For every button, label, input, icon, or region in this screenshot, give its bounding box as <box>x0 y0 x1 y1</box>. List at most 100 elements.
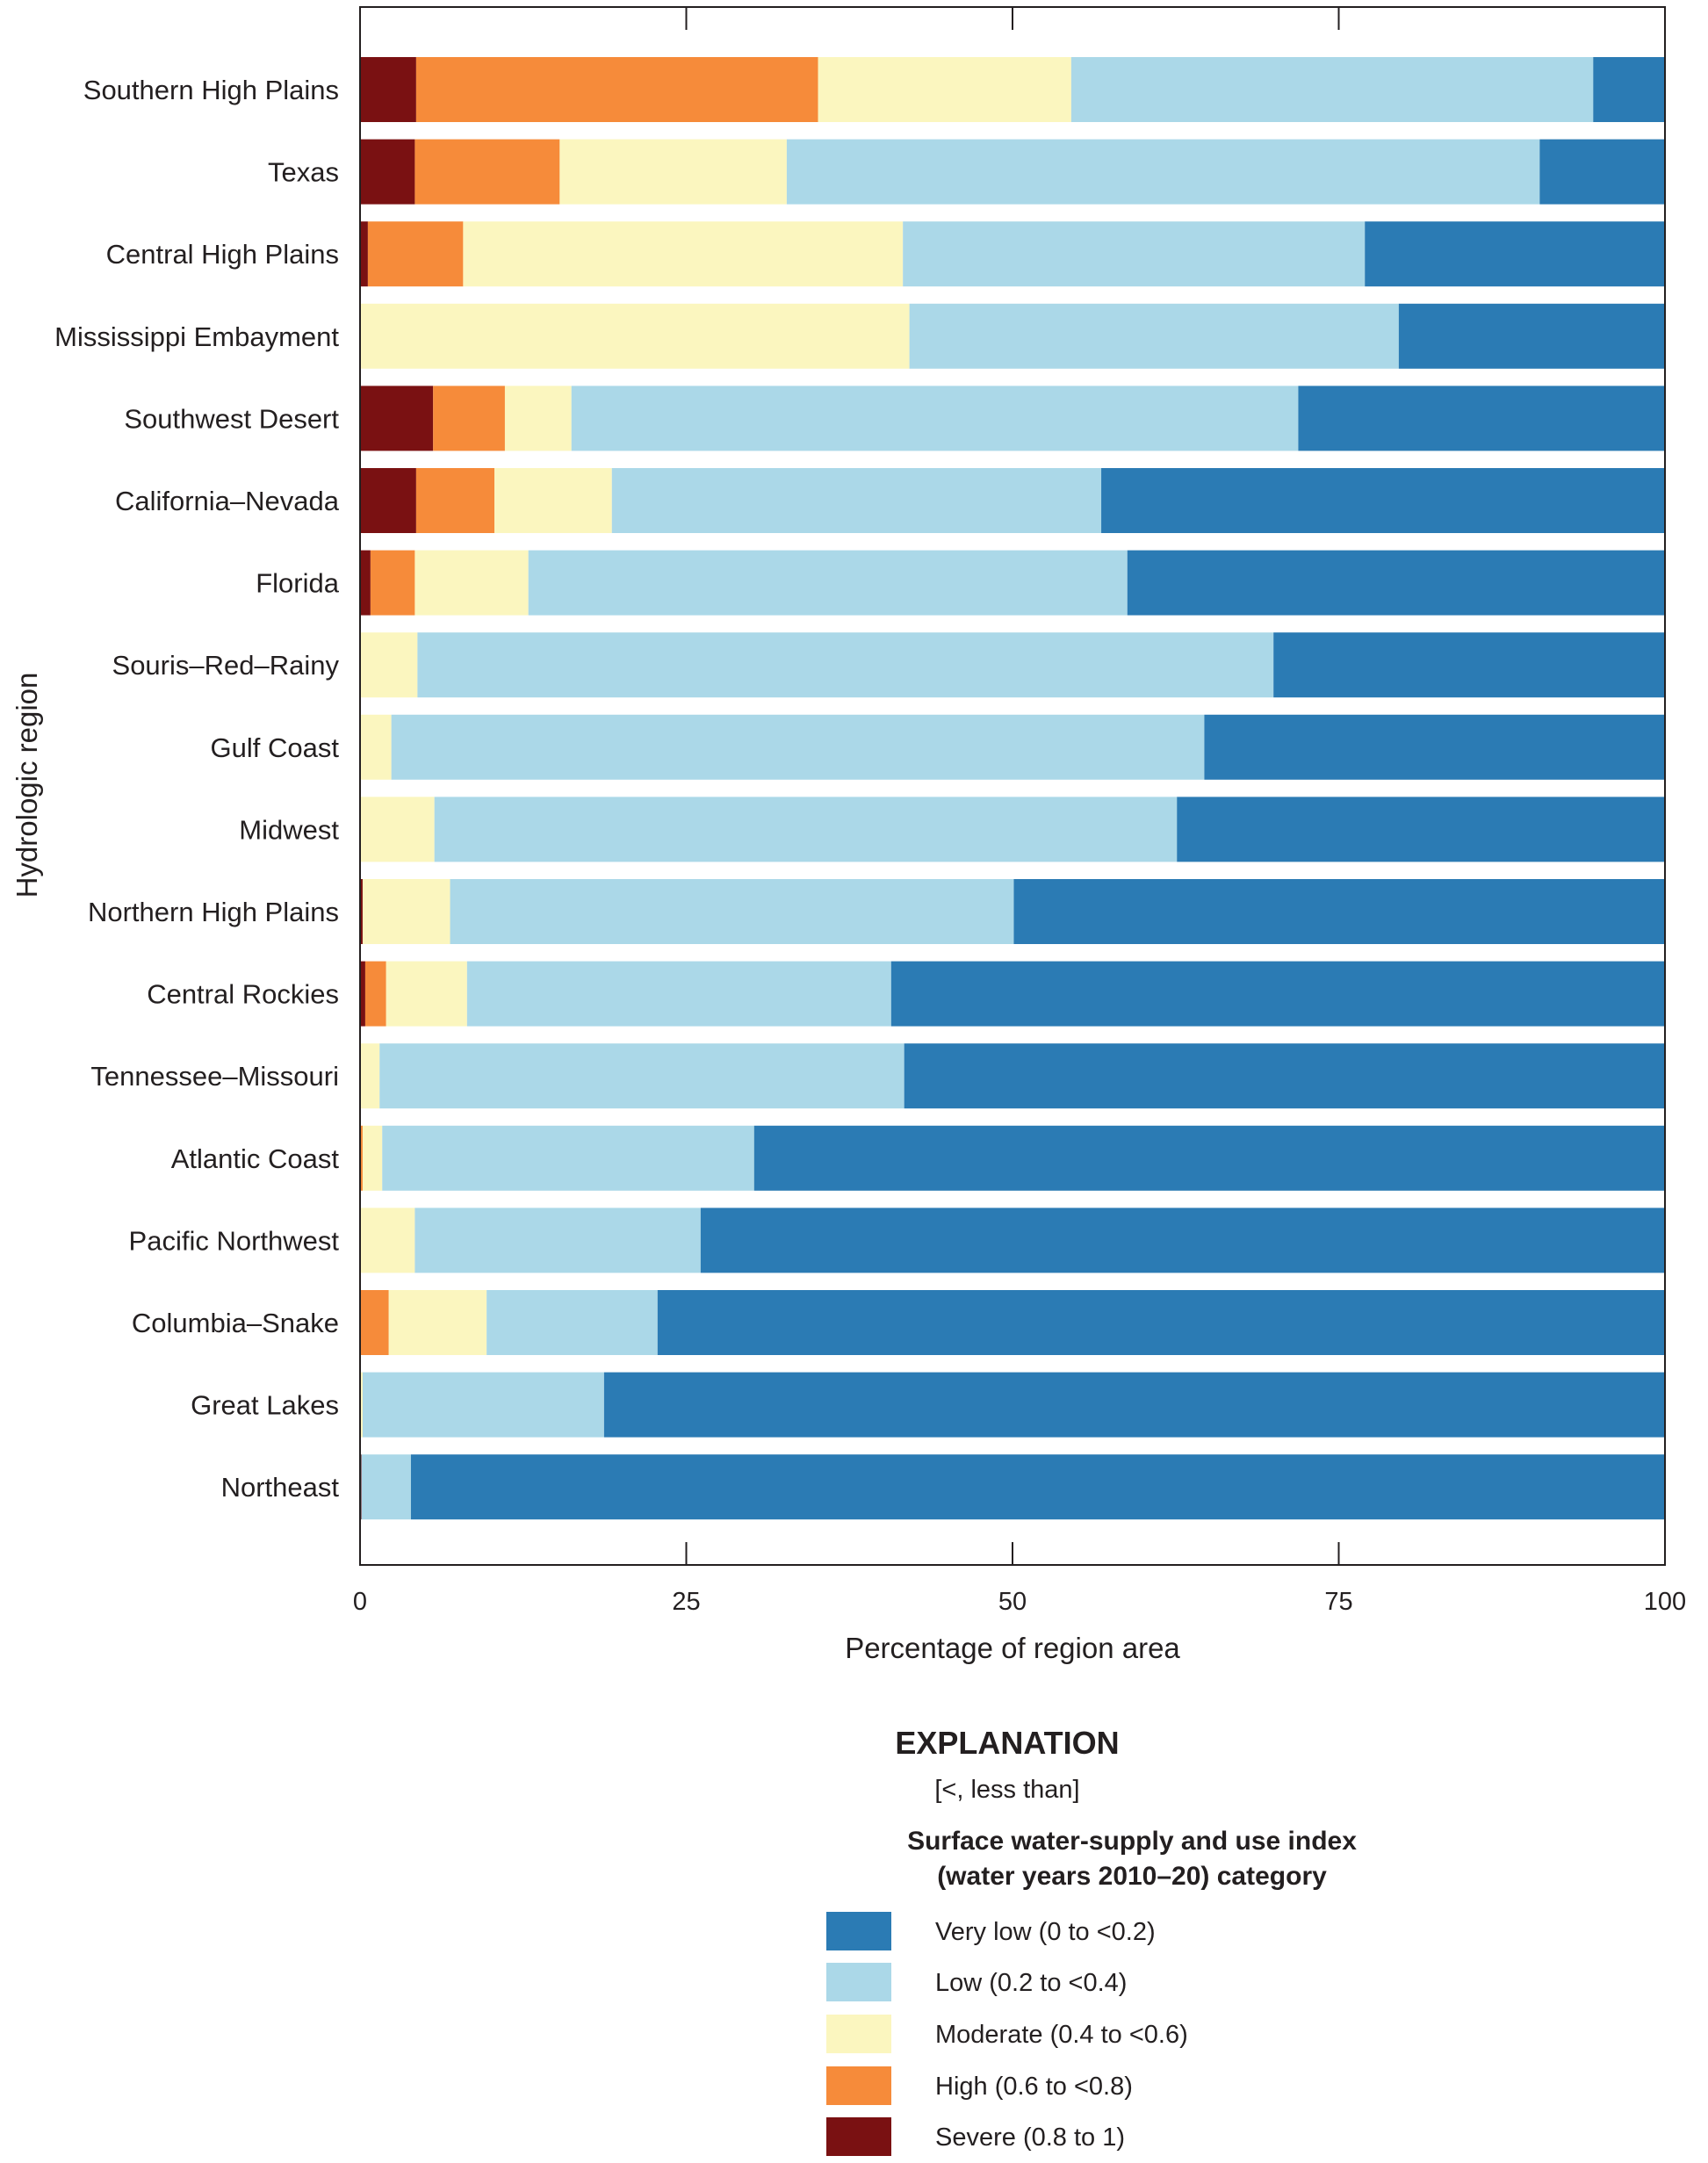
bar-segment-moderate <box>360 797 435 862</box>
y-tick-label: Mississippi Embayment <box>54 321 339 352</box>
bar-segment-moderate <box>360 1208 415 1273</box>
bar-segment-low <box>486 1290 658 1355</box>
bar-segment-moderate <box>360 632 418 698</box>
bar-segment-very <box>1101 468 1665 533</box>
bar-segment-severe <box>360 221 368 287</box>
y-tick-label: Great Lakes <box>191 1390 339 1421</box>
x-tick-label: 25 <box>672 1588 700 1616</box>
legend-swatch <box>826 1912 891 1950</box>
legend-swatch <box>826 2066 891 2105</box>
bar-segment-high <box>367 221 464 287</box>
bar-segment-moderate <box>360 1372 363 1438</box>
bar-segment-very <box>1177 797 1665 862</box>
bar-segment-low <box>571 386 1299 451</box>
bar-segment-high <box>370 550 415 616</box>
legend-label: Very low (0 to <0.2) <box>935 1918 1156 1946</box>
y-tick-label: Souris–Red–Rainy <box>112 650 340 681</box>
x-ticks: 0 25 50 75 100 <box>353 7 1686 1616</box>
bar-segment-severe <box>360 550 371 616</box>
bar-segment-low <box>903 221 1366 287</box>
y-tick-labels: Southern High Plains Texas Central High Pl… <box>54 75 340 1503</box>
bar-segment-moderate <box>559 139 787 205</box>
y-tick-label: Gulf Coast <box>211 732 340 763</box>
bar-segment-very <box>657 1290 1665 1355</box>
bar-segment-very <box>1593 57 1665 122</box>
bar-segment-high <box>364 961 386 1027</box>
bar-segment-low <box>434 797 1178 862</box>
y-tick-label: Midwest <box>239 814 339 845</box>
bar-segment-severe <box>360 139 415 205</box>
y-tick-label: Columbia–Snake <box>132 1308 339 1338</box>
bar-segment-moderate <box>362 1125 383 1191</box>
bar-segment-moderate <box>818 57 1071 122</box>
bar-segment-moderate <box>386 961 467 1027</box>
legend-label: Low (0.2 to <0.4) <box>935 1969 1127 1997</box>
y-tick-label: Central High Plains <box>106 239 339 270</box>
bar-segment-low <box>379 1043 904 1109</box>
bar-segment-high <box>360 1290 389 1355</box>
bar-segment-low <box>909 303 1399 369</box>
bar-segment-very <box>1204 714 1665 780</box>
y-tick-label: Northeast <box>221 1472 340 1503</box>
bar-segment-moderate <box>360 1043 380 1109</box>
bar-segment-severe <box>360 468 416 533</box>
legend-swatch <box>826 2117 891 2156</box>
y-tick-label: Pacific Northwest <box>129 1225 340 1256</box>
bar-segment-low <box>528 550 1128 616</box>
bar-segment-very <box>904 1043 1665 1109</box>
bar-segment-very <box>603 1372 1665 1438</box>
bar-segment-very <box>1298 386 1665 451</box>
bar-segment-low <box>362 1372 604 1438</box>
bar-segment-very <box>1539 139 1665 205</box>
legend-label: High (0.6 to <0.8) <box>935 2073 1133 2101</box>
bar-segment-moderate <box>414 550 529 616</box>
bar-segment-low <box>786 139 1540 205</box>
y-tick-label: Northern High Plains <box>88 897 339 927</box>
bar-segment-very <box>1398 303 1665 369</box>
bar-segment-moderate <box>360 303 910 369</box>
bar-segment-very <box>1013 879 1665 944</box>
x-tick-label: 0 <box>353 1588 367 1616</box>
bar-segment-very <box>753 1125 1665 1191</box>
bar-segment-low <box>1070 57 1594 122</box>
x-tick-label: 75 <box>1324 1588 1352 1616</box>
bar-segment-low <box>466 961 891 1027</box>
y-tick-label: Southern High Plains <box>83 75 339 105</box>
bar-segment-severe <box>360 879 363 944</box>
bar-segment-moderate <box>463 221 904 287</box>
bar-segment-low <box>391 714 1205 780</box>
bar-segment-low <box>611 468 1102 533</box>
bar-segment-moderate <box>388 1290 487 1355</box>
bar-segment-high <box>415 468 495 533</box>
y-tick-label: California–Nevada <box>115 486 340 516</box>
legend-label: Moderate (0.4 to <0.6) <box>935 2021 1188 2049</box>
x-tick-label: 50 <box>998 1588 1027 1616</box>
bar-segment-low <box>450 879 1014 944</box>
bar-segment-very <box>890 961 1665 1027</box>
bar-segment-high <box>414 139 560 205</box>
bar-segment-very <box>1365 221 1665 287</box>
legend-swatch <box>826 2015 891 2053</box>
y-tick-label: Southwest Desert <box>124 403 339 434</box>
bar-segment-high <box>415 57 818 122</box>
bar-segment-low <box>382 1125 754 1191</box>
x-tick-label: 100 <box>1644 1588 1686 1616</box>
bar-segment-moderate <box>494 468 612 533</box>
bar-segment-very <box>1127 550 1665 616</box>
bar-segment-severe <box>360 386 434 451</box>
y-tick-label: Texas <box>268 157 339 188</box>
bar-segment-moderate <box>504 386 572 451</box>
x-axis-title: Percentage of region area <box>845 1632 1180 1664</box>
bar-segment-low <box>361 1454 411 1520</box>
bar-segment-severe <box>360 57 416 122</box>
y-tick-label: Atlantic Coast <box>171 1143 340 1174</box>
bar-segment-very <box>1273 632 1665 698</box>
y-tick-label: Florida <box>256 568 340 599</box>
bar-segment-severe <box>360 961 365 1027</box>
legend-subtitle-line1: Surface water-supply and use index <box>907 1827 1357 1856</box>
bar-segment-very <box>700 1208 1666 1273</box>
legend: EXPLANATION [<, less than] Surface water… <box>826 1725 1357 2156</box>
bar-segment-high <box>433 386 505 451</box>
bar-segment-low <box>414 1208 701 1273</box>
